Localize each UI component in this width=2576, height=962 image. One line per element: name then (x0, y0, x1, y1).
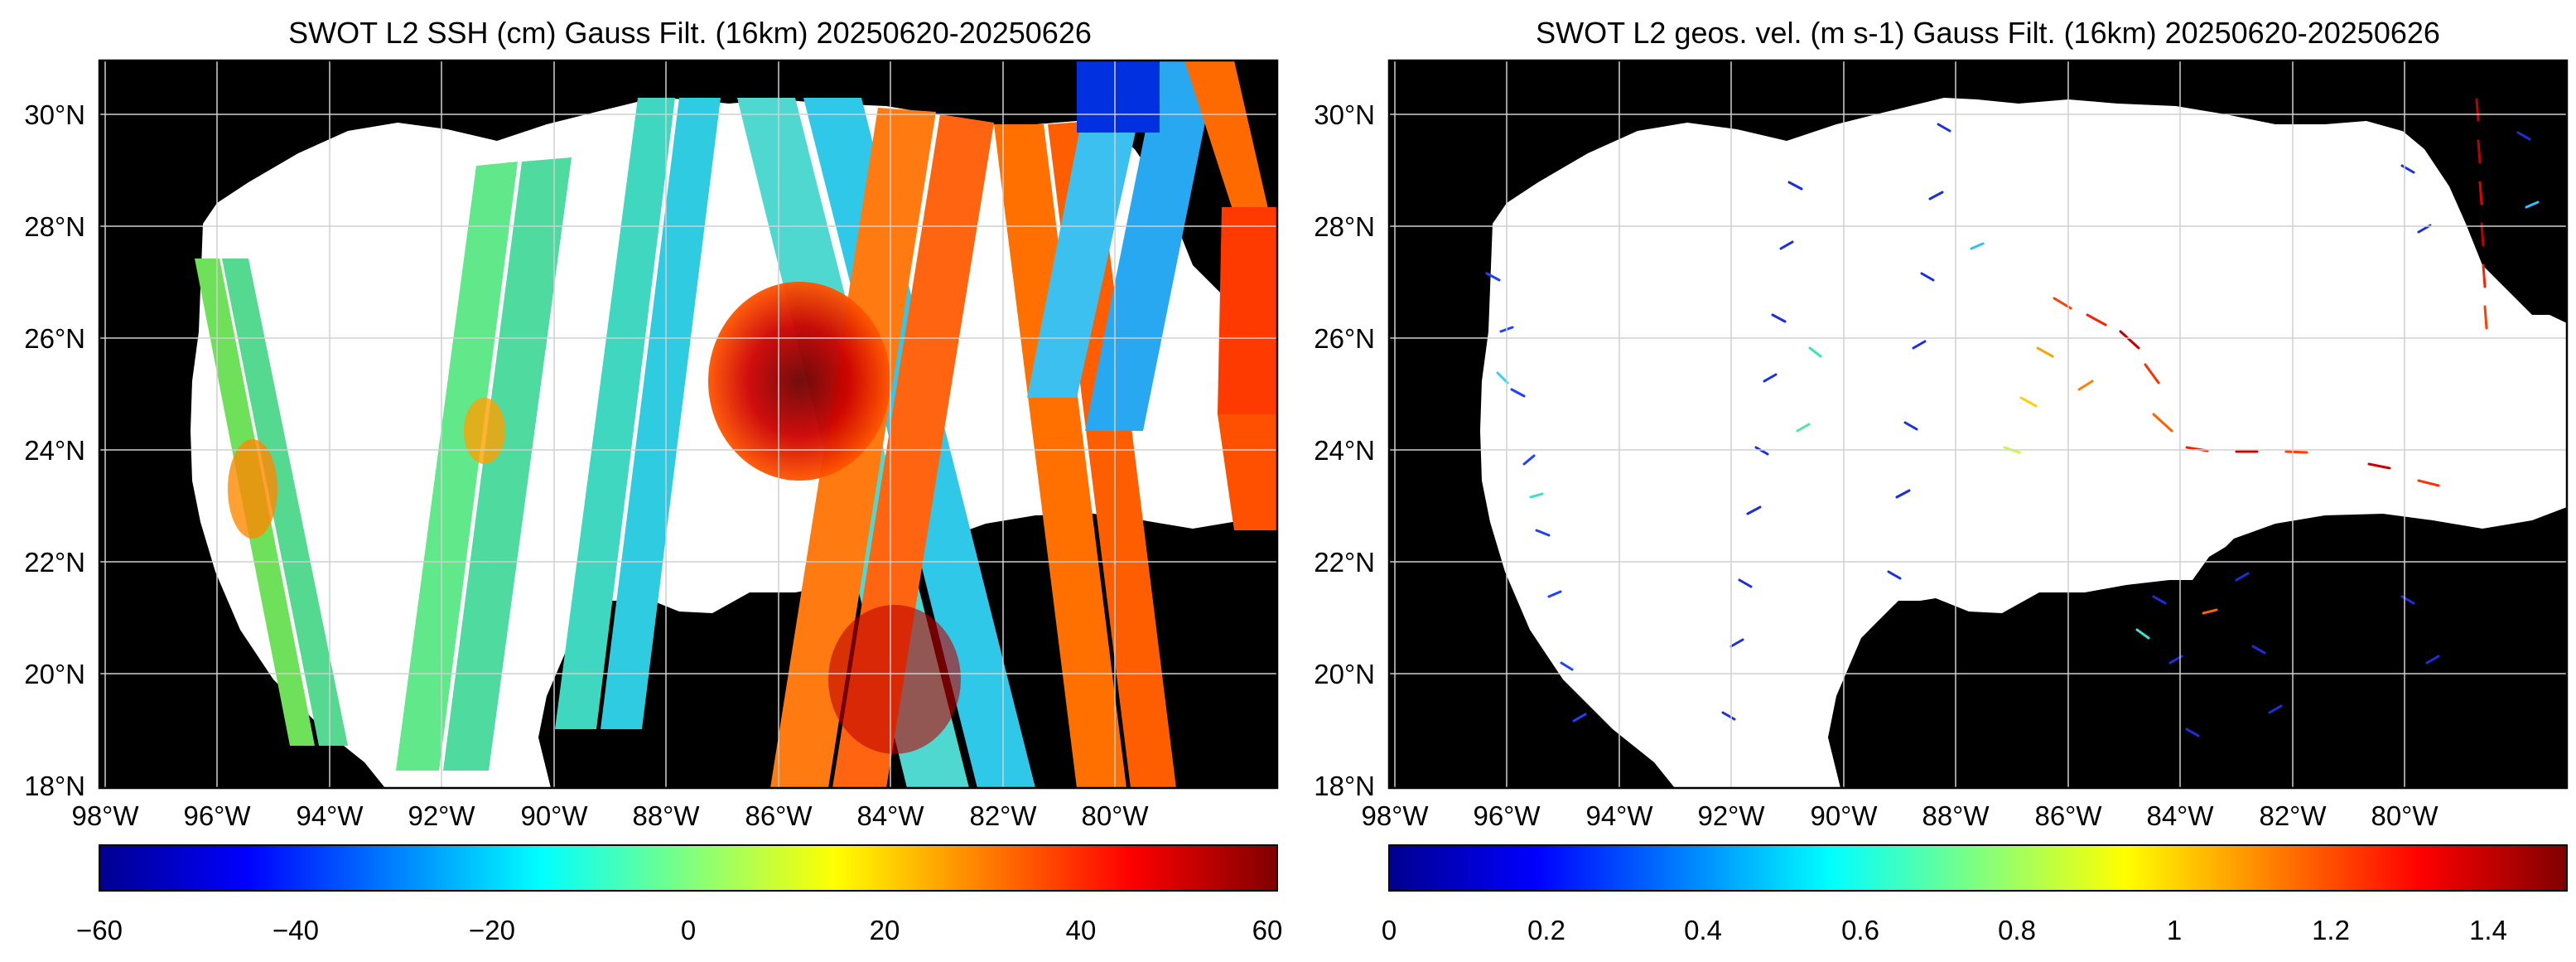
swath-ssh-4 (443, 157, 572, 771)
lat-tick: 18°N (24, 771, 85, 801)
lat-tick: 30°N (24, 99, 85, 130)
lon-tick: 82°W (2259, 800, 2327, 831)
land-yucatan-right (1828, 598, 2072, 788)
colorbar-tick: 60 (1252, 915, 1283, 945)
lon-tick: 86°W (745, 800, 813, 831)
lon-tick: 94°W (1585, 800, 1653, 831)
swath-ssh-17 (1218, 414, 1277, 530)
lon-tick: 80°W (1081, 800, 1149, 831)
colorbar-tick: 0.4 (1684, 915, 1722, 945)
vector-swath-3 (1887, 123, 1985, 580)
colorbar-tick: 40 (1066, 915, 1097, 945)
lat-tick: 26°N (24, 323, 85, 354)
lat-tick: 20°N (1314, 659, 1375, 689)
lat-tick: 30°N (1314, 99, 1375, 130)
colorbar-tick: −20 (469, 915, 515, 945)
panel-right-title: SWOT L2 geos. vel. (m s-1) Gauss Filt. (… (1536, 16, 2440, 50)
lat-tick: 22°N (1314, 547, 1375, 578)
warm-patch-west (228, 439, 277, 539)
lon-tick: 82°W (969, 800, 1037, 831)
lon-tick: 88°W (632, 800, 700, 831)
loop-current-eddy (708, 282, 890, 481)
lon-tick: 90°W (1810, 800, 1878, 831)
colorbar-tick: 0.6 (1841, 915, 1879, 945)
warm-patch-central (464, 398, 505, 464)
panel-left: SWOT L2 SSH (cm) Gauss Filt. (16km) 2025… (24, 16, 1282, 945)
swath-ssh-11 (994, 124, 1126, 788)
land-florida-right (2366, 60, 2567, 315)
lon-tick: 94°W (296, 800, 364, 831)
lon-tick: 98°W (1361, 800, 1429, 831)
lon-ticks-left: 98°W 96°W 94°W 92°W 90°W 88°W 86°W 84°W … (71, 800, 1149, 831)
vector-swath-6-florida-current (2367, 98, 2540, 665)
lon-tick: 84°W (856, 800, 924, 831)
swath-ssh-3 (396, 162, 518, 771)
colorbar-right: 0 0.2 0.4 0.6 0.8 1 1.2 1.4 (1382, 844, 2568, 945)
lon-tick: 96°W (183, 800, 251, 831)
colorbar-tick: 1.4 (2469, 915, 2507, 945)
swath-ssh-18 (1218, 207, 1277, 414)
lon-tick: 92°W (1697, 800, 1765, 831)
gridlines-left (99, 60, 1277, 788)
lat-tick: 28°N (1314, 211, 1375, 242)
map-right (1387, 59, 2569, 790)
colorbar-tick: 1 (2167, 915, 2182, 945)
colorbar-tick: 1.2 (2312, 915, 2350, 945)
map-left (98, 59, 1279, 790)
colorbar-tick: 0.8 (1998, 915, 2036, 945)
colorbar-tick: 0 (681, 915, 696, 945)
colorbar-right-gradient (1388, 844, 2568, 892)
lat-ticks-right: 30°N 28°N 26°N 24°N 22°N 20°N 18°N (1314, 99, 1375, 801)
lon-tick: 80°W (2371, 800, 2439, 831)
colorbar-tick: 0.2 (1527, 915, 1565, 945)
lon-tick: 86°W (2034, 800, 2102, 831)
gulf-water-right (1480, 98, 2567, 788)
vector-swath-1 (1485, 272, 1587, 723)
colorbar-tick: 0 (1382, 915, 1397, 945)
lat-tick: 24°N (24, 435, 85, 466)
map-right-frame (1387, 59, 2569, 790)
lat-tick: 24°N (1314, 435, 1375, 466)
lon-ticks-right: 98°W 96°W 94°W 92°W 90°W 88°W 86°W 84°W … (1361, 800, 2439, 831)
panel-right: SWOT L2 geos. vel. (m s-1) Gauss Filt. (… (1314, 16, 2569, 945)
lat-tick: 18°N (1314, 771, 1375, 801)
swath-ssh-5 (555, 98, 675, 729)
gridlines-right (1389, 60, 2567, 788)
lat-tick: 26°N (1314, 323, 1375, 354)
lon-tick: 84°W (2146, 800, 2214, 831)
lat-tick: 22°N (24, 547, 85, 578)
lon-tick: 88°W (1922, 800, 1990, 831)
lon-tick: 92°W (408, 800, 475, 831)
colorbar-left: −60 −40 −20 0 20 40 60 (76, 844, 1283, 945)
swath-ssh-13 (1027, 60, 1151, 398)
colorbar-left-gradient (99, 844, 1278, 892)
lon-tick: 96°W (1473, 800, 1541, 831)
lat-tick: 28°N (24, 211, 85, 242)
panel-left-title: SWOT L2 SSH (cm) Gauss Filt. (16km) 2025… (288, 16, 1092, 50)
vector-swath-2 (1721, 181, 1822, 721)
swath-ssh-6 (601, 98, 721, 729)
lon-tick: 90°W (520, 800, 588, 831)
lat-ticks-left: 30°N 28°N 26°N 24°N 22°N 20°N 18°N (24, 99, 85, 801)
colorbar-tick: 20 (870, 915, 900, 945)
map-left-frame (98, 59, 1279, 790)
swath-ssh-2 (222, 259, 348, 746)
colorbar-tick: −40 (273, 915, 319, 945)
colorbar-tick: −60 (76, 915, 123, 945)
lon-tick: 98°W (71, 800, 139, 831)
lat-tick: 20°N (24, 659, 85, 689)
swath-ssh-16 (1077, 60, 1160, 133)
warm-patch-south (828, 605, 961, 754)
